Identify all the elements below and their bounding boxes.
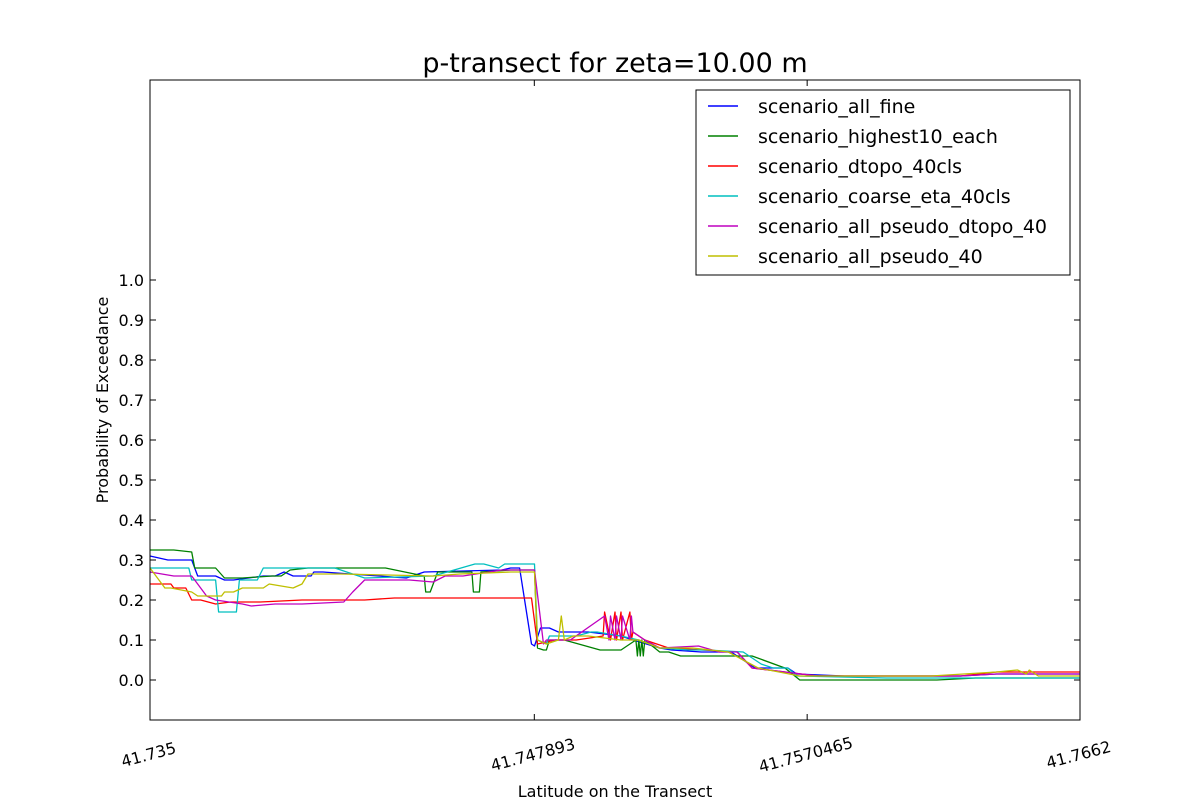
legend-entry-label: scenario_highest10_each [758,126,998,148]
y-tick-label: 1.0 [119,271,144,290]
y-tick-label: 0.7 [119,391,144,410]
series-line-scenario-all-pseudo-40 [149,567,1080,677]
y-axis-label: Probability of Exceedance [93,297,112,504]
y-tick-label: 0.9 [119,311,144,330]
y-tick-label: 0.2 [119,591,144,610]
series-line-scenario-all-pseudo-dtopo-40 [149,569,1080,677]
y-tick-label: 0.0 [119,671,144,690]
legend-entry-label: scenario_all_pseudo_40 [758,246,983,268]
y-tick-label: 0.5 [119,471,144,490]
x-tick-label: 41.735 [119,738,178,771]
series-line-scenario-highest10-each [150,549,1080,681]
legend-entry-label: scenario_all_fine [758,96,915,118]
x-tick-label: 41.7570465 [757,733,855,776]
series-layer [149,549,1080,681]
legend-frame [695,89,1071,276]
y-tick-label: 0.6 [119,431,144,450]
x-tick-label: 41.747893 [489,734,578,775]
x-tick-label: 41.7662 [1044,737,1113,772]
x-axis-label: Latitude on the Transect [518,782,713,800]
ticks-layer: 0.0 0.1 0.2 0.3 0.4 0.5 0.6 0.7 0.8 0.9 1.0 41.735 4… [119,80,1113,776]
legend-entry-label: scenario_coarse_eta_40cls [758,186,1011,208]
legend-entry-label: scenario_all_pseudo_dtopo_40 [758,216,1047,238]
legend: scenario_all_fine scenario_highest10_each… [695,89,1071,276]
y-tick-label: 0.4 [119,511,144,530]
chart-title: p-transect for zeta=10.00 m [422,48,807,79]
y-tick-label: 0.8 [119,351,144,370]
y-tick-label: 0.1 [119,631,144,650]
legend-entry-label: scenario_dtopo_40cls [758,156,962,178]
y-tick-label: 0.3 [119,551,144,570]
